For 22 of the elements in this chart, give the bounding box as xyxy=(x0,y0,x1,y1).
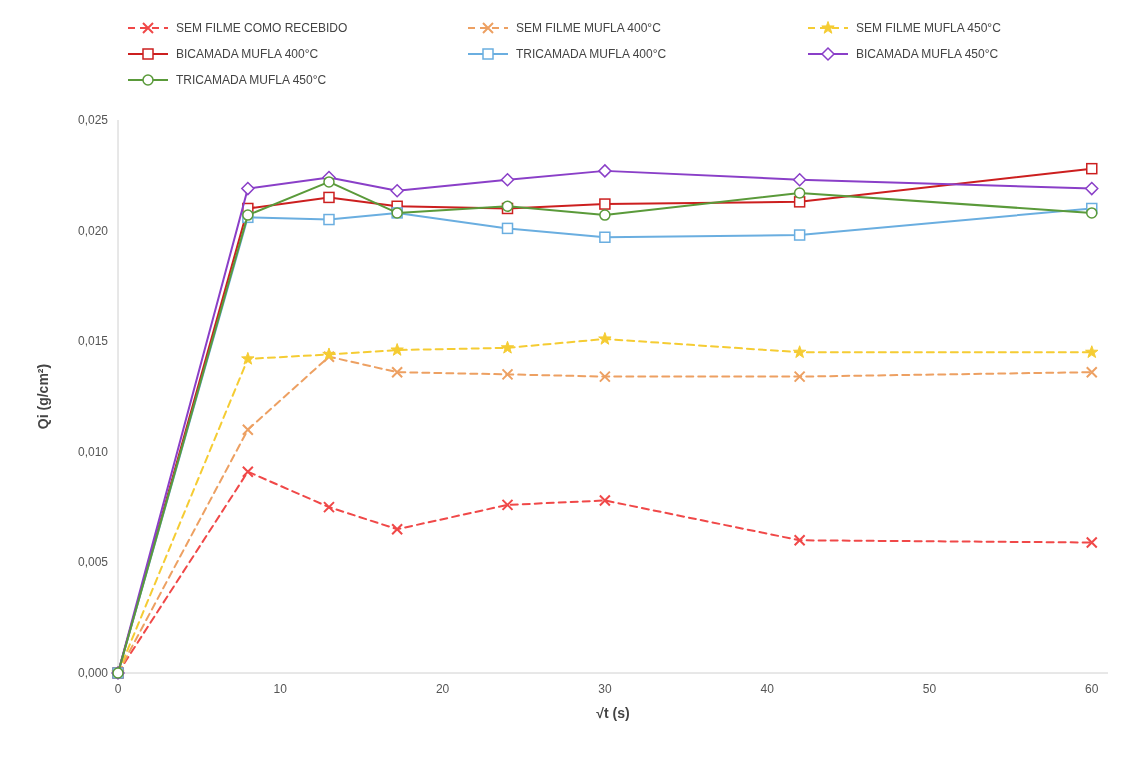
x-tick-label: 10 xyxy=(273,682,288,696)
x-tick-label: 50 xyxy=(922,682,937,696)
x-tick-label: 60 xyxy=(1085,682,1099,696)
y-tick-label: 0,000 xyxy=(77,666,109,680)
legend-label: BICAMADA MUFLA 450°C xyxy=(856,47,999,61)
y-tick-label: 0,020 xyxy=(77,223,109,238)
y-tick-label: 0,010 xyxy=(77,444,109,459)
x-tick-label: 40 xyxy=(760,682,775,696)
x-tick-label: 30 xyxy=(598,682,612,696)
legend-label: BICAMADA MUFLA 400°C xyxy=(176,47,319,61)
legend-label: SEM FILME MUFLA 450°C xyxy=(856,21,1002,35)
x-tick-label: 20 xyxy=(435,682,450,696)
x-tick-label: 0 xyxy=(114,682,122,696)
y-axis-title: Qi (g/cm²) xyxy=(35,363,51,430)
x-axis-title: √t (s) xyxy=(596,705,630,721)
legend-label: SEM FILME COMO RECEBIDO xyxy=(176,21,348,35)
legend-label: TRICAMADA MUFLA 400°C xyxy=(516,47,667,61)
legend-label: TRICAMADA MUFLA 450°C xyxy=(176,73,327,87)
y-tick-label: 0,015 xyxy=(77,334,109,349)
y-tick-label: 0,005 xyxy=(77,555,109,570)
y-tick-label: 0,025 xyxy=(77,113,109,127)
legend-label: SEM FILME MUFLA 400°C xyxy=(516,21,662,35)
